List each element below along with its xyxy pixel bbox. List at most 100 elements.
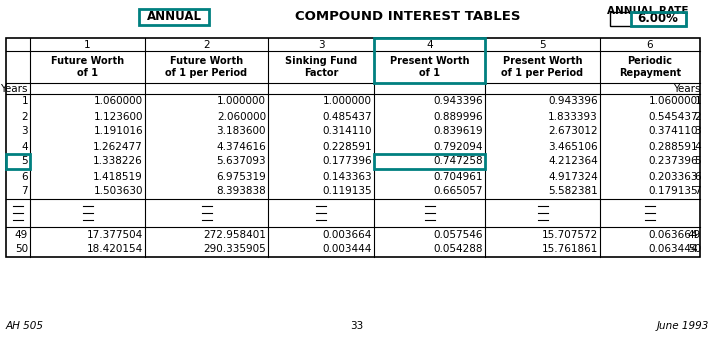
Text: 6: 6 xyxy=(694,172,701,181)
Text: 0.889996: 0.889996 xyxy=(433,111,483,121)
Text: 1: 1 xyxy=(21,96,28,106)
Text: 0.003444: 0.003444 xyxy=(322,245,372,255)
Text: 3.183600: 3.183600 xyxy=(217,127,266,137)
Text: 6: 6 xyxy=(21,172,28,181)
Text: 1.000000: 1.000000 xyxy=(217,96,266,106)
Text: 0.374110: 0.374110 xyxy=(649,127,698,137)
Text: 50: 50 xyxy=(15,245,28,255)
Text: 0.203363: 0.203363 xyxy=(649,172,698,181)
Text: 4.917324: 4.917324 xyxy=(548,172,598,181)
Text: Future Worth: Future Worth xyxy=(170,56,243,66)
Text: 2.060000: 2.060000 xyxy=(217,111,266,121)
Text: 0.288591: 0.288591 xyxy=(649,142,698,152)
Text: 7: 7 xyxy=(21,187,28,197)
Text: 4.374616: 4.374616 xyxy=(216,142,266,152)
Text: 2: 2 xyxy=(694,111,701,121)
Text: 1.338226: 1.338226 xyxy=(93,156,143,166)
Text: 1.000000: 1.000000 xyxy=(323,96,372,106)
Text: 17.377504: 17.377504 xyxy=(87,229,143,239)
Text: 0.943396: 0.943396 xyxy=(433,96,483,106)
Text: 0.143363: 0.143363 xyxy=(322,172,372,181)
Bar xyxy=(374,154,485,169)
Text: 1.191016: 1.191016 xyxy=(94,127,143,137)
Text: 0.054288: 0.054288 xyxy=(433,245,483,255)
Text: 4.212364: 4.212364 xyxy=(548,156,598,166)
Text: 0.792094: 0.792094 xyxy=(433,142,483,152)
Bar xyxy=(139,9,209,25)
Text: 4: 4 xyxy=(694,142,701,152)
Text: 0.057546: 0.057546 xyxy=(433,229,483,239)
Text: 3: 3 xyxy=(317,39,325,49)
Text: AH 505: AH 505 xyxy=(6,321,44,331)
Text: 0.485437: 0.485437 xyxy=(322,111,372,121)
Text: ANNUAL RATE: ANNUAL RATE xyxy=(607,6,689,16)
Text: 2: 2 xyxy=(203,39,209,49)
Text: 5: 5 xyxy=(539,39,546,49)
Text: 5: 5 xyxy=(21,156,28,166)
Text: 0.314110: 0.314110 xyxy=(322,127,372,137)
Text: 8.393838: 8.393838 xyxy=(216,187,266,197)
Text: Present Worth: Present Worth xyxy=(503,56,582,66)
Text: 0.839619: 0.839619 xyxy=(433,127,483,137)
Text: 1.262477: 1.262477 xyxy=(93,142,143,152)
Text: 0.237396: 0.237396 xyxy=(649,156,698,166)
Text: 0.063664: 0.063664 xyxy=(649,229,698,239)
Text: 4: 4 xyxy=(426,39,433,49)
Text: Future Worth: Future Worth xyxy=(51,56,124,66)
Text: 33: 33 xyxy=(350,321,364,331)
Text: Periodic: Periodic xyxy=(628,56,673,66)
Text: 0.943396: 0.943396 xyxy=(548,96,598,106)
Text: 1: 1 xyxy=(694,96,701,106)
Text: COMPOUND INTEREST TABLES: COMPOUND INTEREST TABLES xyxy=(295,11,521,24)
Text: 6: 6 xyxy=(646,39,654,49)
Text: 1: 1 xyxy=(84,39,91,49)
Text: 0.228591: 0.228591 xyxy=(322,142,372,152)
Text: 0.665057: 0.665057 xyxy=(433,187,483,197)
Text: 0.063444: 0.063444 xyxy=(649,245,698,255)
Text: of 1: of 1 xyxy=(77,68,98,78)
Bar xyxy=(6,154,30,169)
Text: Sinking Fund: Sinking Fund xyxy=(285,56,357,66)
Text: 1.060000: 1.060000 xyxy=(649,96,698,106)
Text: 15.707572: 15.707572 xyxy=(542,229,598,239)
Text: 0.545437: 0.545437 xyxy=(649,111,698,121)
Text: 0.119135: 0.119135 xyxy=(322,187,372,197)
Text: Factor: Factor xyxy=(304,68,338,78)
Text: ANNUAL: ANNUAL xyxy=(147,11,202,24)
Text: of 1 per Period: of 1 per Period xyxy=(165,68,247,78)
Text: 18.420154: 18.420154 xyxy=(87,245,143,255)
Text: June 1993: June 1993 xyxy=(656,321,709,331)
Text: 6.975319: 6.975319 xyxy=(216,172,266,181)
Text: 1.418519: 1.418519 xyxy=(93,172,143,181)
Bar xyxy=(6,38,700,257)
Text: 1.123600: 1.123600 xyxy=(94,111,143,121)
Text: 0.179135: 0.179135 xyxy=(649,187,698,197)
Text: 0.747258: 0.747258 xyxy=(433,156,483,166)
Text: 290.335905: 290.335905 xyxy=(203,245,266,255)
Text: 50: 50 xyxy=(688,245,701,255)
Text: 4: 4 xyxy=(21,142,28,152)
Text: of 1: of 1 xyxy=(419,68,440,78)
Text: 3.465106: 3.465106 xyxy=(548,142,598,152)
Text: of 1 per Period: of 1 per Period xyxy=(501,68,583,78)
Text: 7: 7 xyxy=(694,187,701,197)
Text: 5.582381: 5.582381 xyxy=(548,187,598,197)
Text: 0.003664: 0.003664 xyxy=(322,229,372,239)
Text: 5: 5 xyxy=(694,156,701,166)
Bar xyxy=(610,12,686,26)
Text: 2: 2 xyxy=(21,111,28,121)
Text: Years: Years xyxy=(1,83,28,94)
Text: 1.060000: 1.060000 xyxy=(94,96,143,106)
Text: 0.177396: 0.177396 xyxy=(322,156,372,166)
Text: 6.00%: 6.00% xyxy=(638,12,679,25)
Text: 1.833393: 1.833393 xyxy=(548,111,598,121)
Text: 0.704961: 0.704961 xyxy=(433,172,483,181)
Text: 3: 3 xyxy=(694,127,701,137)
Text: 15.761861: 15.761861 xyxy=(542,245,598,255)
Text: 49: 49 xyxy=(15,229,28,239)
Text: 5.637093: 5.637093 xyxy=(217,156,266,166)
Bar xyxy=(374,38,485,83)
Text: 49: 49 xyxy=(688,229,701,239)
Text: 2.673012: 2.673012 xyxy=(548,127,598,137)
Text: 3: 3 xyxy=(21,127,28,137)
